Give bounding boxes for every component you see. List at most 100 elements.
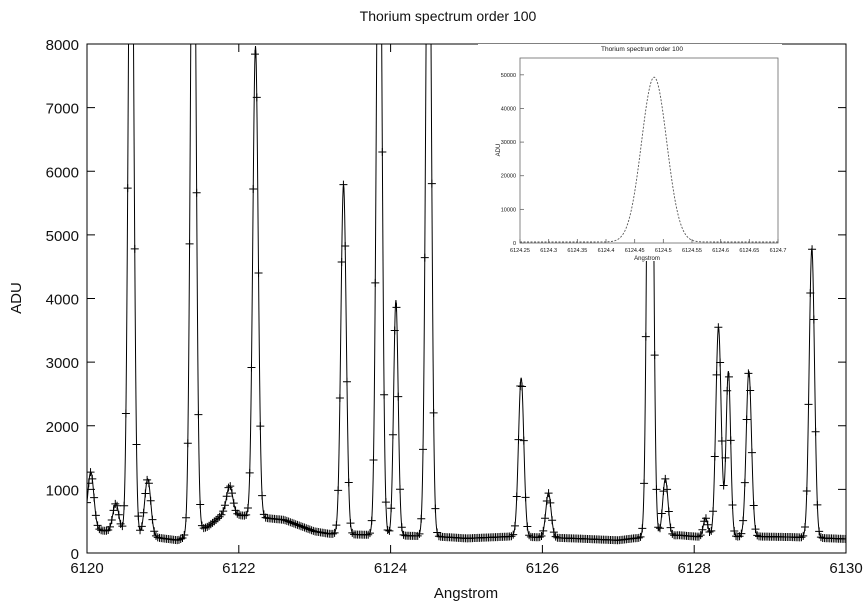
data-point-marker xyxy=(346,519,355,528)
data-point-marker xyxy=(114,510,123,519)
data-point-marker xyxy=(219,507,228,516)
data-point-marker xyxy=(641,332,650,341)
data-point-marker xyxy=(256,422,265,431)
data-point-marker xyxy=(88,474,97,483)
data-point-marker xyxy=(654,523,663,532)
data-point-marker xyxy=(813,500,822,509)
data-point-marker xyxy=(328,529,337,538)
y-tick-label: 6000 xyxy=(46,164,79,181)
y-tick-label: 8000 xyxy=(46,37,79,54)
data-point-marker xyxy=(130,244,139,253)
data-point-marker xyxy=(334,486,343,495)
data-point-marker xyxy=(652,485,661,494)
data-point-marker xyxy=(427,179,436,188)
data-point-marker xyxy=(309,526,318,535)
data-point-marker xyxy=(259,510,268,519)
data-point-marker xyxy=(113,501,122,510)
inset-title: Thorium spectrum order 100 xyxy=(601,46,683,53)
data-point-marker xyxy=(638,524,647,533)
data-point-marker xyxy=(703,520,712,529)
data-point-marker xyxy=(176,535,185,544)
inset-x-tick-label: 6124.6 xyxy=(712,248,729,254)
data-point-marker xyxy=(431,504,440,513)
data-point-marker xyxy=(288,518,297,527)
main-plot-area xyxy=(87,44,846,545)
data-point-marker xyxy=(118,522,127,531)
y-tick-label: 4000 xyxy=(46,292,79,309)
data-point-marker xyxy=(535,533,544,542)
data-point-marker xyxy=(295,521,304,530)
data-point-marker xyxy=(420,253,429,262)
data-point-marker xyxy=(139,508,148,517)
data-point-marker xyxy=(102,526,111,535)
data-point-marker xyxy=(701,514,710,523)
data-point-marker xyxy=(105,522,114,531)
data-point-marker xyxy=(811,427,820,436)
data-point-marker xyxy=(380,390,389,399)
data-point-marker xyxy=(339,180,348,189)
data-point-marker xyxy=(415,529,424,538)
data-point-marker xyxy=(549,528,558,537)
data-point-marker xyxy=(141,489,150,498)
data-point-marker xyxy=(228,489,237,498)
main-chart: Thorium spectrum order 100 0 1000 2000 3000… xyxy=(8,8,863,602)
data-point-marker xyxy=(541,514,550,523)
data-point-marker xyxy=(226,482,235,491)
data-point-marker xyxy=(344,478,353,487)
data-point-marker xyxy=(229,499,238,508)
data-point-marker xyxy=(387,504,396,513)
data-point-marker xyxy=(185,239,194,248)
data-point-marker xyxy=(544,489,553,498)
data-point-marker xyxy=(369,455,378,464)
data-point-marker xyxy=(182,513,191,522)
data-point-marker xyxy=(634,533,643,542)
data-point-marker xyxy=(799,531,808,540)
x-tick-label: 6126 xyxy=(526,560,559,577)
data-point-marker xyxy=(364,530,373,539)
data-point-marker xyxy=(300,523,309,532)
x-tick-label: 6130 xyxy=(829,560,862,577)
data-point-marker xyxy=(717,437,726,446)
data-point-marker xyxy=(650,351,659,360)
data-point-marker xyxy=(746,386,755,395)
data-point-marker xyxy=(215,512,224,521)
data-point-marker xyxy=(390,326,399,335)
data-point-marker xyxy=(696,531,705,540)
data-point-marker xyxy=(519,436,528,445)
data-point-marker xyxy=(815,527,824,536)
data-point-marker xyxy=(419,445,428,454)
data-point-marker xyxy=(518,382,527,391)
data-point-marker xyxy=(804,400,813,409)
data-point-marker xyxy=(111,499,120,508)
x-axis-label: Angstrom xyxy=(434,585,498,602)
data-point-marker xyxy=(150,527,159,536)
data-point-marker xyxy=(381,498,390,507)
inset-chart: Thorium spectrum order 100 0 10000 20000 30… xyxy=(478,44,786,262)
inset-y-tick-label: 0 xyxy=(513,241,516,247)
data-point-marker xyxy=(335,394,344,403)
data-point-marker xyxy=(551,532,560,541)
data-point-marker xyxy=(151,531,160,540)
data-point-marker xyxy=(217,510,226,519)
y-tick-label: 3000 xyxy=(46,355,79,372)
data-point-marker xyxy=(808,245,817,254)
data-point-marker xyxy=(282,516,291,525)
data-point-marker xyxy=(120,501,129,510)
data-point-marker xyxy=(286,518,295,527)
inset-x-tick-label: 6124.25 xyxy=(510,248,530,254)
data-point-marker xyxy=(694,532,703,541)
inset-y-tick-label: 40000 xyxy=(501,106,516,112)
data-point-marker xyxy=(510,521,519,530)
data-point-marker xyxy=(293,520,302,529)
data-point-marker xyxy=(258,491,267,500)
data-point-marker xyxy=(220,501,229,510)
data-point-marker xyxy=(726,436,735,445)
x-tick-label: 6128 xyxy=(678,560,711,577)
inset-x-tick-label: 6124.7 xyxy=(770,248,787,254)
data-point-marker xyxy=(180,530,189,539)
data-point-marker xyxy=(698,525,707,534)
data-point-marker xyxy=(744,369,753,378)
data-point-marker xyxy=(666,523,675,532)
data-point-marker xyxy=(712,370,721,379)
